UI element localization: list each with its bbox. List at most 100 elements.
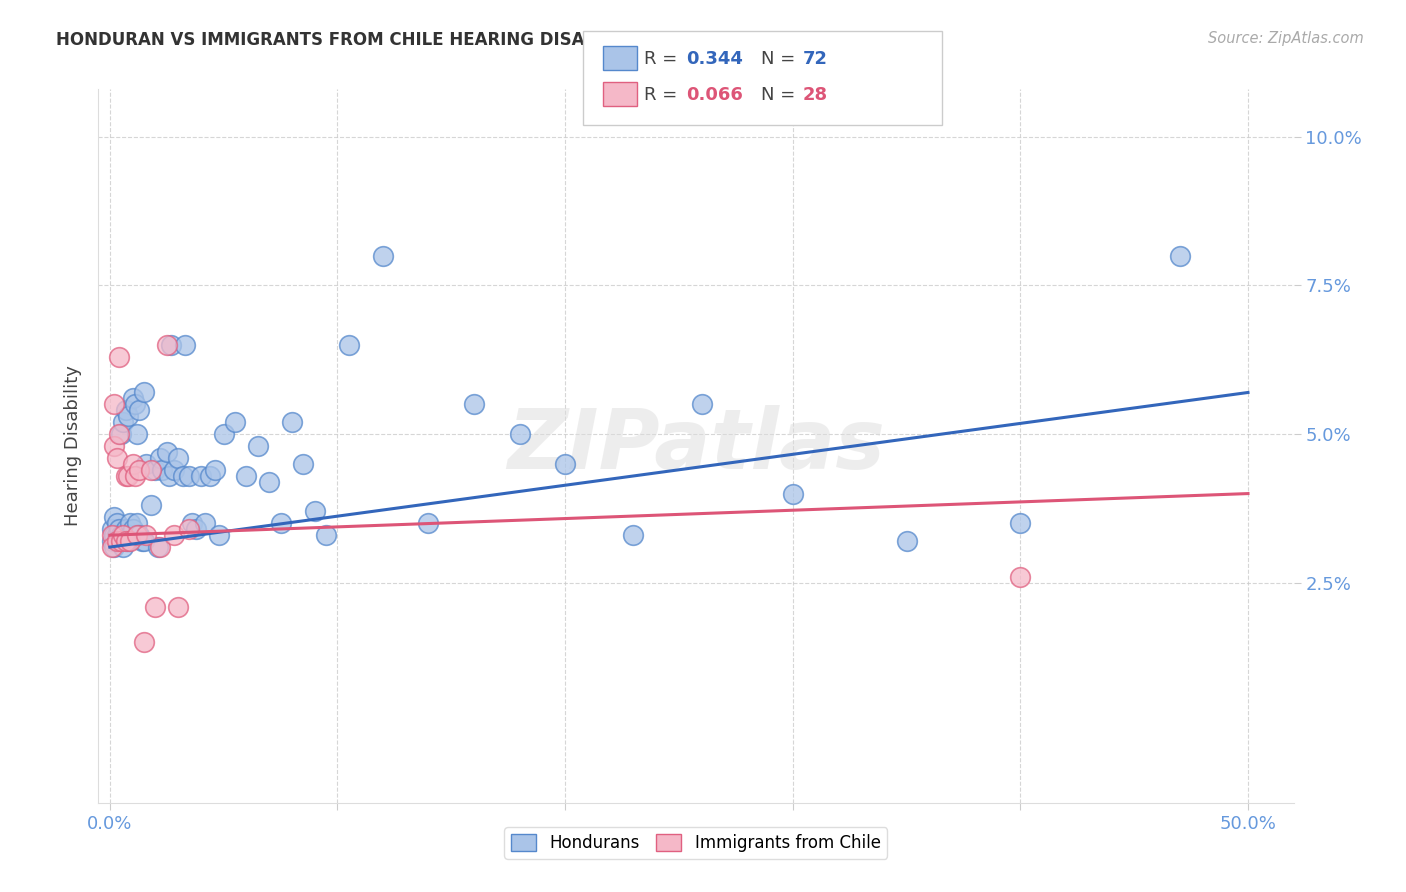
Point: [292, 457, 315, 471]
Point: [186, 522, 208, 536]
Point: [120, 534, 142, 549]
Point: [117, 534, 139, 549]
Point: [204, 463, 226, 477]
Point: [690, 397, 713, 411]
Point: [1010, 516, 1032, 531]
Point: [135, 528, 157, 542]
Text: N =: N =: [761, 50, 800, 68]
Point: [105, 516, 128, 531]
Point: [132, 635, 155, 649]
Point: [121, 457, 143, 471]
Point: [117, 409, 139, 424]
Point: [112, 528, 135, 542]
Text: 0.344: 0.344: [686, 50, 742, 68]
Point: [132, 385, 155, 400]
Point: [103, 528, 125, 542]
Text: Source: ZipAtlas.com: Source: ZipAtlas.com: [1208, 31, 1364, 46]
Point: [281, 415, 304, 429]
Point: [162, 463, 184, 477]
Point: [127, 427, 149, 442]
Point: [121, 522, 143, 536]
Point: [208, 528, 231, 542]
Point: [103, 510, 125, 524]
Point: [198, 468, 221, 483]
Point: [120, 516, 142, 531]
Point: [124, 397, 146, 411]
Point: [156, 445, 179, 459]
Point: [124, 468, 146, 483]
Point: [121, 392, 143, 406]
Point: [172, 468, 194, 483]
Point: [114, 534, 136, 549]
Point: [114, 468, 136, 483]
Point: [112, 540, 135, 554]
Point: [180, 516, 202, 531]
Point: [139, 499, 162, 513]
Point: [127, 528, 149, 542]
Text: HONDURAN VS IMMIGRANTS FROM CHILE HEARING DISABILITY CORRELATION CHART: HONDURAN VS IMMIGRANTS FROM CHILE HEARIN…: [56, 31, 849, 49]
Text: 0.066: 0.066: [686, 86, 742, 103]
Point: [105, 450, 128, 465]
Point: [101, 528, 124, 542]
Point: [139, 463, 162, 477]
Point: [167, 450, 190, 465]
Point: [554, 457, 576, 471]
Point: [105, 534, 128, 549]
Point: [108, 350, 131, 364]
Point: [160, 338, 183, 352]
Point: [128, 403, 150, 417]
Point: [143, 599, 166, 614]
Point: [194, 516, 217, 531]
Point: [103, 439, 125, 453]
Y-axis label: Hearing Disability: Hearing Disability: [63, 366, 82, 526]
Point: [112, 415, 135, 429]
Point: [509, 427, 531, 442]
Point: [150, 463, 173, 477]
Point: [128, 528, 150, 542]
Point: [621, 528, 644, 542]
Point: [167, 599, 190, 614]
Point: [103, 397, 125, 411]
Point: [315, 528, 337, 542]
Point: [1168, 249, 1191, 263]
Point: [114, 403, 136, 417]
Point: [212, 427, 235, 442]
Point: [114, 522, 136, 536]
Point: [110, 534, 132, 549]
Point: [146, 540, 169, 554]
Text: ZIPatlas: ZIPatlas: [508, 406, 884, 486]
Point: [120, 528, 142, 542]
Point: [110, 427, 132, 442]
Point: [103, 540, 125, 554]
Point: [190, 468, 212, 483]
Point: [463, 397, 485, 411]
Point: [127, 516, 149, 531]
Point: [179, 468, 201, 483]
Point: [131, 534, 153, 549]
Point: [156, 338, 179, 352]
Point: [418, 516, 440, 531]
Point: [108, 534, 131, 549]
Point: [135, 457, 157, 471]
Point: [157, 468, 180, 483]
Point: [101, 534, 124, 549]
Point: [304, 504, 326, 518]
Point: [224, 415, 246, 429]
Point: [179, 522, 201, 536]
Point: [149, 540, 172, 554]
Point: [101, 522, 124, 536]
Point: [235, 468, 257, 483]
Point: [337, 338, 360, 352]
Point: [108, 427, 131, 442]
Point: [371, 249, 394, 263]
Point: [149, 450, 172, 465]
Text: R =: R =: [644, 86, 683, 103]
Point: [162, 528, 184, 542]
Point: [101, 540, 124, 554]
Point: [1010, 570, 1032, 584]
Point: [246, 439, 269, 453]
Point: [108, 522, 131, 536]
Text: 28: 28: [803, 86, 828, 103]
Point: [105, 528, 128, 542]
Text: R =: R =: [644, 50, 683, 68]
